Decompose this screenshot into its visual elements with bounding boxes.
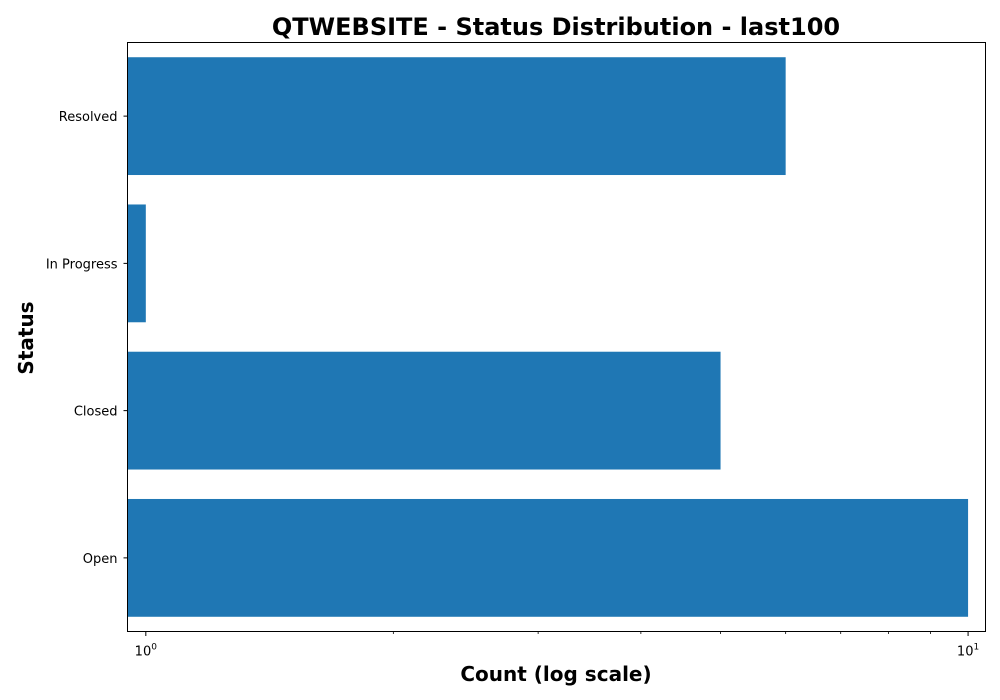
plot-frame [127, 42, 986, 632]
x-axis-label: Count (log scale) [460, 662, 651, 686]
bar-in-progress [127, 204, 146, 323]
x-axis-ticks: 100 101 [135, 631, 979, 660]
bars-group [127, 57, 969, 617]
chart-title: QTWEBSITE - Status Distribution - last10… [272, 13, 840, 41]
bar-resolved [127, 57, 786, 176]
x-tick-label: 100 [135, 643, 158, 660]
y-tick-label-resolved: Resolved [59, 110, 118, 125]
y-axis-label: Status [14, 301, 38, 374]
x-tick-label: 101 [957, 643, 979, 660]
bar-closed [127, 351, 721, 470]
y-axis-ticks: Open Closed In Progress Resolved [46, 110, 128, 567]
bar-open [127, 498, 969, 617]
y-tick-label-closed: Closed [74, 405, 118, 420]
y-tick-label-in-progress: In Progress [46, 257, 118, 272]
y-tick-label-open: Open [83, 552, 118, 567]
